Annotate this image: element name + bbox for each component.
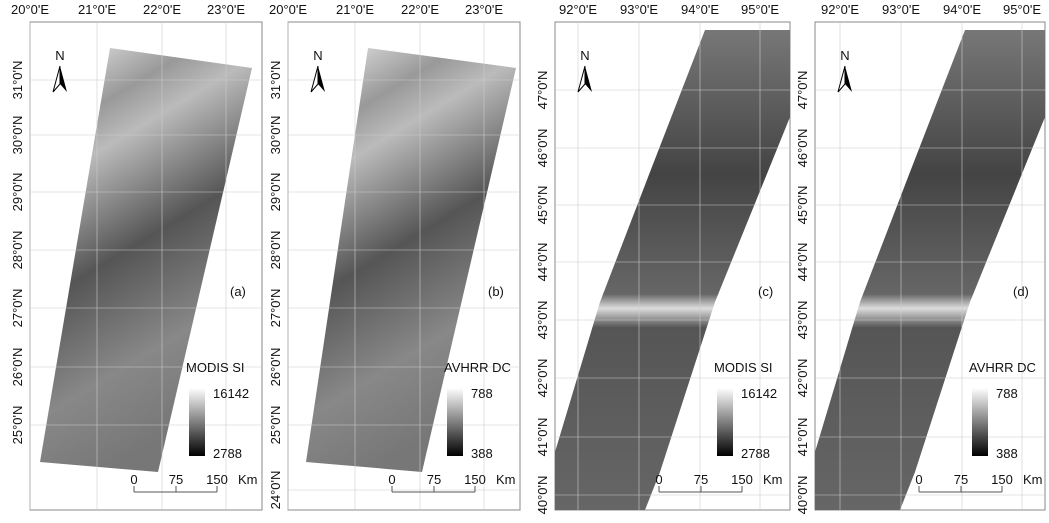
legend-ramp bbox=[717, 388, 733, 456]
lat-label: 26°0'N bbox=[10, 348, 25, 387]
lat-label: 28°0'N bbox=[10, 231, 25, 270]
lat-label: 30°0'N bbox=[10, 116, 25, 155]
lon-label: 92°0'E bbox=[821, 2, 859, 17]
scale-unit: Km bbox=[763, 472, 783, 487]
scale-label: 0 bbox=[130, 472, 137, 487]
scale-label: 150 bbox=[991, 472, 1013, 487]
lon-label: 95°0'E bbox=[741, 2, 779, 17]
legend-ramp bbox=[972, 388, 988, 456]
scale-label: 0 bbox=[388, 472, 395, 487]
legend-min: 2788 bbox=[213, 446, 242, 461]
legend-title: AVHRR DC bbox=[444, 360, 511, 375]
legend-min: 2788 bbox=[741, 446, 770, 461]
scale-label: 75 bbox=[427, 472, 441, 487]
lat-label: 43°0'N bbox=[795, 301, 810, 340]
lon-label: 93°0'E bbox=[882, 2, 920, 17]
lon-label: 94°0'E bbox=[681, 2, 719, 17]
figure: 20°0'E 21°0'E 22°0'E 23°0'E 31°0'N 30°0'N 29°0… bbox=[0, 0, 1049, 518]
lat-label: 31°0'N bbox=[268, 61, 283, 100]
lat-label: 42°0'N bbox=[795, 359, 810, 398]
lat-label: 41°0'N bbox=[795, 418, 810, 457]
lon-label: 22°0'E bbox=[143, 2, 181, 17]
lat-label: 45°0'N bbox=[535, 186, 550, 225]
scale-label: 150 bbox=[206, 472, 228, 487]
lon-label: 92°0'E bbox=[559, 2, 597, 17]
legend-title: MODIS SI bbox=[186, 360, 245, 375]
lat-label: 25°0'N bbox=[10, 406, 25, 445]
scale-label: 150 bbox=[731, 472, 753, 487]
scale-label: 150 bbox=[464, 472, 486, 487]
lat-label: 26°0'N bbox=[268, 348, 283, 387]
lat-label: 31°0'N bbox=[10, 61, 25, 100]
scale-label: 75 bbox=[954, 472, 968, 487]
panel-letter: (d) bbox=[1013, 284, 1029, 299]
lat-label: 28°0'N bbox=[268, 231, 283, 270]
scale-label: 75 bbox=[694, 472, 708, 487]
north-label: N bbox=[313, 48, 322, 63]
scale-label: 75 bbox=[169, 472, 183, 487]
scale-unit: Km bbox=[238, 472, 258, 487]
legend-max: 16142 bbox=[741, 386, 777, 401]
north-label: N bbox=[580, 48, 589, 63]
panel-letter: (c) bbox=[758, 284, 773, 299]
lat-label: 40°0'N bbox=[795, 476, 810, 515]
lat-label: 29°0'N bbox=[268, 173, 283, 212]
lon-label: 20°0'E bbox=[269, 2, 307, 17]
lon-label: 20°0'E bbox=[11, 2, 49, 17]
lon-label: 93°0'E bbox=[620, 2, 658, 17]
lat-label: 25°0'N bbox=[268, 406, 283, 445]
legend-max: 788 bbox=[471, 386, 493, 401]
legend-title: AVHRR DC bbox=[969, 360, 1036, 375]
scale-label: 0 bbox=[915, 472, 922, 487]
lon-label: 21°0'E bbox=[336, 2, 374, 17]
north-label: N bbox=[55, 48, 64, 63]
lon-label: 22°0'E bbox=[401, 2, 439, 17]
lat-label: 44°0'N bbox=[535, 243, 550, 282]
scale-label: 0 bbox=[655, 472, 662, 487]
lat-label: 41°0'N bbox=[535, 418, 550, 457]
lat-label: 47°0'N bbox=[535, 71, 550, 110]
lat-label: 30°0'N bbox=[268, 116, 283, 155]
lat-label: 47°0'N bbox=[795, 71, 810, 110]
panel-letter: (a) bbox=[230, 284, 246, 299]
scale-unit: Km bbox=[1023, 472, 1043, 487]
lon-label: 23°0'E bbox=[465, 2, 503, 17]
lat-label: 24°0'N bbox=[268, 471, 283, 510]
lon-label: 23°0'E bbox=[207, 2, 245, 17]
lat-label: 27°0'N bbox=[268, 289, 283, 328]
lat-label: 46°0'N bbox=[535, 129, 550, 168]
lat-label: 42°0'N bbox=[535, 359, 550, 398]
legend-min: 388 bbox=[996, 446, 1018, 461]
lat-label: 45°0'N bbox=[795, 186, 810, 225]
lat-label: 27°0'N bbox=[10, 289, 25, 328]
north-label: N bbox=[840, 48, 849, 63]
legend-ramp bbox=[189, 388, 205, 456]
lat-label: 40°0'N bbox=[535, 476, 550, 515]
legend-max: 16142 bbox=[213, 386, 249, 401]
scale-unit: Km bbox=[496, 472, 516, 487]
lon-label: 95°0'E bbox=[1003, 2, 1041, 17]
legend-max: 788 bbox=[996, 386, 1018, 401]
lat-label: 43°0'N bbox=[535, 301, 550, 340]
legend-min: 388 bbox=[471, 446, 493, 461]
lat-label: 46°0'N bbox=[795, 129, 810, 168]
legend-title: MODIS SI bbox=[714, 360, 773, 375]
lat-label: 29°0'N bbox=[10, 173, 25, 212]
lon-label: 94°0'E bbox=[943, 2, 981, 17]
lat-label: 44°0'N bbox=[795, 243, 810, 282]
lon-label: 21°0'E bbox=[78, 2, 116, 17]
legend-ramp bbox=[447, 388, 463, 456]
panel-letter: (b) bbox=[488, 284, 504, 299]
